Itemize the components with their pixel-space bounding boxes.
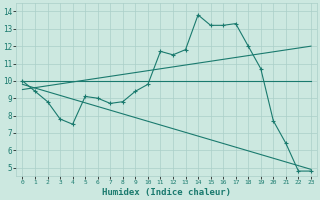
X-axis label: Humidex (Indice chaleur): Humidex (Indice chaleur) [102,188,231,197]
